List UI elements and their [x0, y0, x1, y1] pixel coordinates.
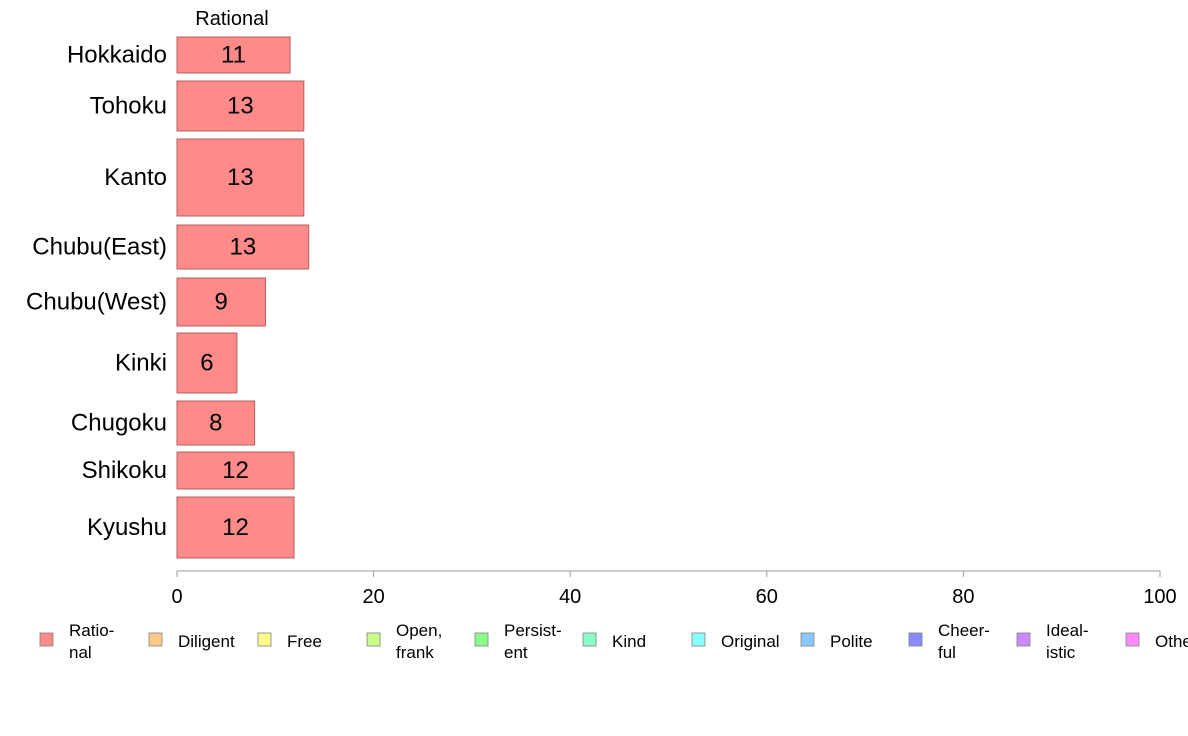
legend-item: Free: [257, 632, 322, 651]
value-label: 8: [209, 410, 222, 437]
legend-swatch: [1016, 632, 1031, 647]
x-tick-label: 0: [171, 586, 182, 608]
category-label: Chugoku: [71, 410, 167, 437]
legend-item: Ideal-istic: [1016, 621, 1089, 662]
bars-group: Hokkaido 11 Tohoku 13 Kanto 13 Chubu(East) 13 Ch…: [26, 36, 310, 559]
bar-chubu-west: [176, 277, 266, 327]
x-tick-label: 60: [756, 586, 778, 608]
legend-label: Cheer-: [938, 621, 990, 640]
x-tick-label: 20: [362, 586, 384, 608]
bar-kanto: [176, 138, 305, 217]
legend-item: Diligent: [148, 632, 235, 651]
legend-label: Persist-: [504, 621, 562, 640]
legend-label: Other: [1155, 632, 1188, 651]
legend-label: Open,: [396, 621, 442, 640]
legend-label: Kind: [612, 632, 646, 651]
bar-kyushu: [176, 496, 295, 559]
legend-swatch: [908, 632, 923, 647]
legend-label: Polite: [830, 632, 873, 651]
legend-swatch: [257, 632, 272, 647]
legend-item: Persist-ent: [474, 621, 562, 662]
legend-label: Original: [721, 632, 780, 651]
legend-item: Open, frank: [366, 621, 442, 662]
value-label: 12: [222, 457, 249, 484]
value-label: 6: [200, 350, 213, 377]
series-title: Rational: [195, 8, 268, 30]
bar-kinki: [176, 332, 238, 394]
value-label: 11: [221, 42, 246, 69]
legend-label: Ratio-: [69, 621, 114, 640]
legend-label: Ideal-: [1046, 621, 1089, 640]
x-axis: 0 20 40 60 80 100: [171, 570, 1177, 608]
legend-swatch: [582, 632, 597, 647]
category-label: Chubu(West): [26, 289, 167, 316]
legend-swatch: [366, 632, 381, 647]
legend-item: Kind: [582, 632, 646, 651]
bar-chugoku: [176, 400, 256, 446]
category-label: Shikoku: [82, 457, 167, 484]
legend-label: istic: [1046, 643, 1076, 662]
legend-swatch: [39, 632, 54, 647]
legend-swatch: [474, 632, 489, 647]
value-label: 9: [215, 289, 228, 316]
value-label: 12: [222, 514, 249, 541]
legend-label: Diligent: [178, 632, 235, 651]
x-tick-label: 100: [1143, 586, 1176, 608]
legend: Ratio-nal Diligent Free Open, frank Persist-e…: [39, 621, 1188, 662]
bar-shikoku: [176, 451, 295, 490]
value-label: 13: [227, 164, 254, 191]
legend-swatch: [1125, 632, 1140, 647]
category-label: Kinki: [115, 350, 167, 377]
legend-swatch: [691, 632, 706, 647]
legend-label: Free: [287, 632, 322, 651]
category-label: Kyushu: [87, 514, 167, 541]
legend-swatch: [800, 632, 815, 647]
legend-item: Other: [1125, 632, 1188, 651]
x-tick-label: 80: [952, 586, 974, 608]
category-label: Kanto: [104, 164, 167, 191]
bar-tohoku: [176, 80, 305, 132]
legend-item: Cheer-ful: [908, 621, 990, 662]
legend-label: ent: [504, 643, 528, 662]
bar-chubu-east: [176, 224, 310, 270]
legend-item: Ratio-nal: [39, 621, 114, 662]
legend-label: frank: [396, 643, 434, 662]
legend-item: Original: [691, 632, 780, 651]
bar-hokkaido: [176, 36, 291, 74]
legend-swatch: [148, 632, 163, 647]
legend-label: ful: [938, 643, 956, 662]
value-label: 13: [227, 93, 254, 120]
category-label: Hokkaido: [67, 42, 167, 69]
legend-item: Polite: [800, 632, 873, 651]
value-label: 13: [230, 234, 257, 261]
category-label: Chubu(East): [32, 234, 167, 261]
x-tick-label: 40: [559, 586, 581, 608]
legend-label: nal: [69, 643, 92, 662]
category-label: Tohoku: [90, 93, 167, 120]
